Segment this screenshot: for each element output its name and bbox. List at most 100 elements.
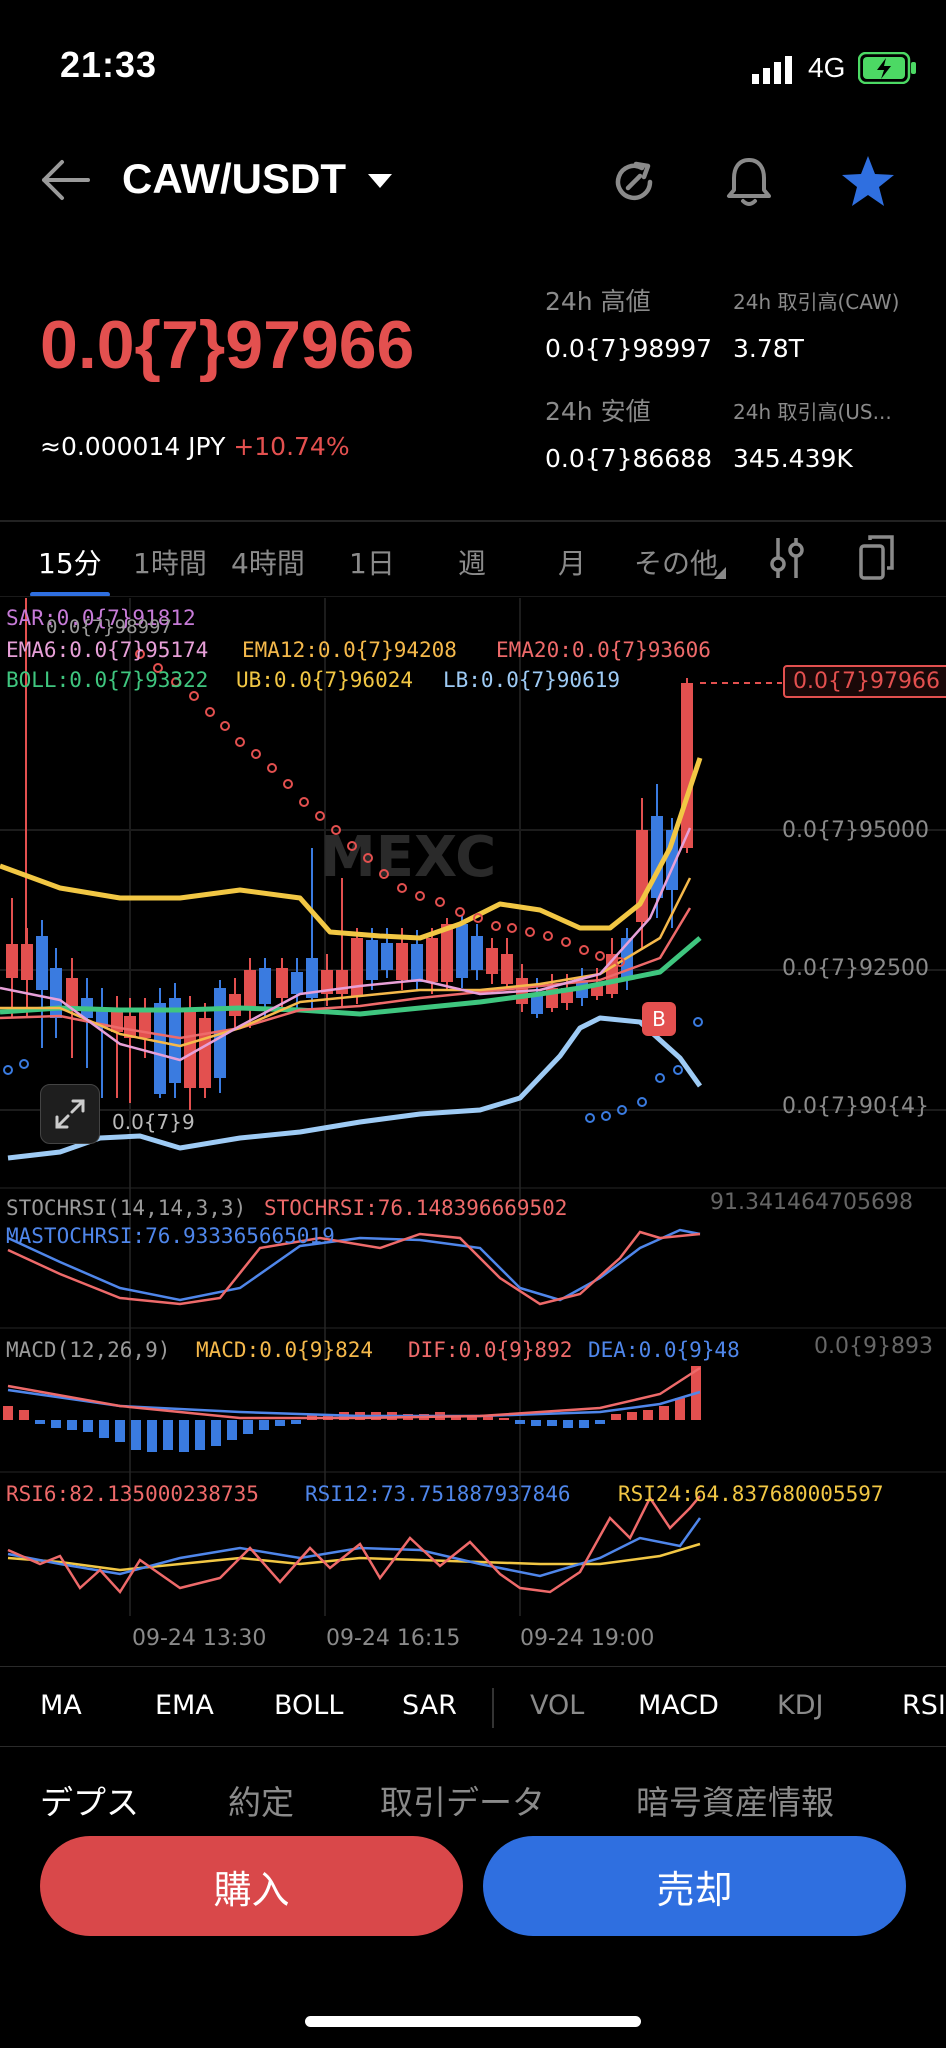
sar-dot (220, 721, 230, 731)
ema6-label: EMA6:0.0{7}95174 (6, 638, 209, 662)
last-price-tag: 0.0{7}97966 (783, 665, 946, 698)
boll-lower-line (7, 1015, 703, 1161)
macd-histogram-bar (483, 1416, 493, 1420)
tab-trade-data[interactable]: 取引データ (380, 1783, 545, 1822)
sar-dot (19, 1059, 29, 1069)
candle-body (366, 940, 378, 980)
tab-1h[interactable]: 1時間 (133, 547, 207, 580)
tab-depth[interactable]: デプス (40, 1783, 139, 1822)
macd-histogram-bar (35, 1420, 45, 1424)
tab-week[interactable]: 週 (458, 547, 487, 580)
macd-histogram-bar (675, 1398, 685, 1420)
candle-body (681, 683, 693, 848)
indicator-tab-ema[interactable]: EMA (155, 1690, 214, 1721)
tab-1d[interactable]: 1日 (349, 547, 395, 580)
macd-histogram-bar (131, 1420, 141, 1450)
more-caret-icon (714, 564, 726, 583)
macd-histogram-bar (227, 1420, 237, 1440)
indicator-tab-boll[interactable]: BOLL (274, 1690, 344, 1721)
sar-dot (283, 779, 293, 789)
candle-body (321, 970, 333, 994)
fullscreen-button[interactable] (40, 1084, 100, 1144)
tab-15m[interactable]: 15分 (38, 547, 102, 580)
sar-dot (205, 707, 215, 717)
divider (0, 520, 946, 522)
candle-body (244, 970, 256, 1010)
tab-more[interactable]: その他 (634, 547, 719, 580)
sar-label: SAR:0.0{7}91812 (6, 606, 196, 630)
macd-histogram-bar (643, 1410, 653, 1420)
tab-4h[interactable]: 4時間 (231, 547, 305, 580)
sar-dot (579, 945, 589, 955)
sar-dot (153, 663, 163, 673)
sar-dot (601, 1111, 611, 1121)
settings-sliders-icon[interactable] (770, 536, 804, 584)
fiat-price: ≈0.000014 JPY (40, 432, 226, 461)
sar-dot (299, 797, 309, 807)
high-price-mark: 0.0{7}98997 (46, 616, 172, 638)
divider (0, 1746, 946, 1747)
macd-histogram-bar (259, 1420, 269, 1430)
candle-body (411, 944, 423, 982)
network-type: 4G (808, 52, 846, 83)
battery-icon (857, 51, 918, 88)
macd-title: MACD(12,26,9) (6, 1338, 171, 1362)
tab-trades[interactable]: 約定 (228, 1783, 294, 1822)
macd-histogram-bar (243, 1420, 253, 1434)
sell-button[interactable]: 売却 (483, 1836, 906, 1936)
macd-histogram-bar (51, 1420, 61, 1428)
macd-histogram-bar (179, 1420, 189, 1452)
candle-body (6, 944, 18, 978)
macd-histogram-bar (515, 1420, 525, 1424)
candle-body (291, 972, 303, 994)
kline-chart[interactable]: MEXC (0, 598, 946, 1616)
indicator-tab-rsi[interactable]: RSI (902, 1690, 946, 1721)
signal-icon (752, 56, 794, 88)
candle-body (441, 924, 453, 982)
rsi24-value: RSI24:64.837680005597 (618, 1482, 884, 1506)
macd-histogram-bar (195, 1420, 205, 1450)
indicator-tab-macd[interactable]: MACD (638, 1690, 719, 1721)
candle-body (169, 998, 181, 1083)
divider (0, 596, 946, 597)
home-indicator (305, 2016, 641, 2027)
pair-title[interactable]: CAW/USDT (122, 155, 346, 202)
back-button[interactable] (38, 158, 92, 206)
ema20-line (0, 907, 692, 1040)
sar-dot (415, 891, 425, 901)
sar-dot (543, 931, 553, 941)
vol-coin-label: 24h 取引高(CAW) (733, 290, 900, 314)
macd-histogram-bar (499, 1418, 509, 1420)
pair-dropdown-icon[interactable] (366, 172, 394, 194)
indicator-tab-kdj[interactable]: KDJ (777, 1690, 824, 1721)
macd-histogram-bar (595, 1420, 605, 1424)
indicator-tab-ma[interactable]: MA (40, 1690, 82, 1721)
status-time: 21:33 (60, 44, 158, 85)
tab-asset-info[interactable]: 暗号資産情報 (636, 1783, 834, 1822)
tab-separator (492, 1688, 494, 1728)
sar-dot (235, 737, 245, 747)
refresh-icon[interactable] (610, 158, 658, 210)
sar-dot (585, 1113, 595, 1123)
candle-body (471, 936, 483, 970)
tab-month[interactable]: 月 (558, 547, 587, 580)
macd-histogram-bar (291, 1420, 301, 1424)
high-label: 24h 高値 (545, 287, 651, 316)
indicator-tab-sar[interactable]: SAR (402, 1690, 457, 1721)
indicator-tab-vol[interactable]: VOL (530, 1690, 585, 1721)
macd-histogram-bar (579, 1420, 589, 1428)
sar-dot (331, 825, 341, 835)
buy-button[interactable]: 購入 (40, 1836, 463, 1936)
favorite-star-icon[interactable] (840, 154, 896, 212)
copy-layout-icon[interactable] (858, 534, 896, 584)
rsi12-line (7, 1517, 702, 1578)
ub-label: UB:0.0{7}96024 (236, 668, 414, 692)
last-price: 0.0{7}97966 (40, 307, 415, 383)
sar-dot (473, 913, 483, 923)
bell-icon[interactable] (724, 156, 774, 212)
sar-dot (673, 1065, 683, 1075)
sar-dot (693, 1017, 703, 1027)
macd-histogram-bar (83, 1420, 93, 1432)
divider (0, 1666, 946, 1667)
mastochrsi-value: MASTOCHRSI:76.933365665019 (6, 1224, 335, 1248)
